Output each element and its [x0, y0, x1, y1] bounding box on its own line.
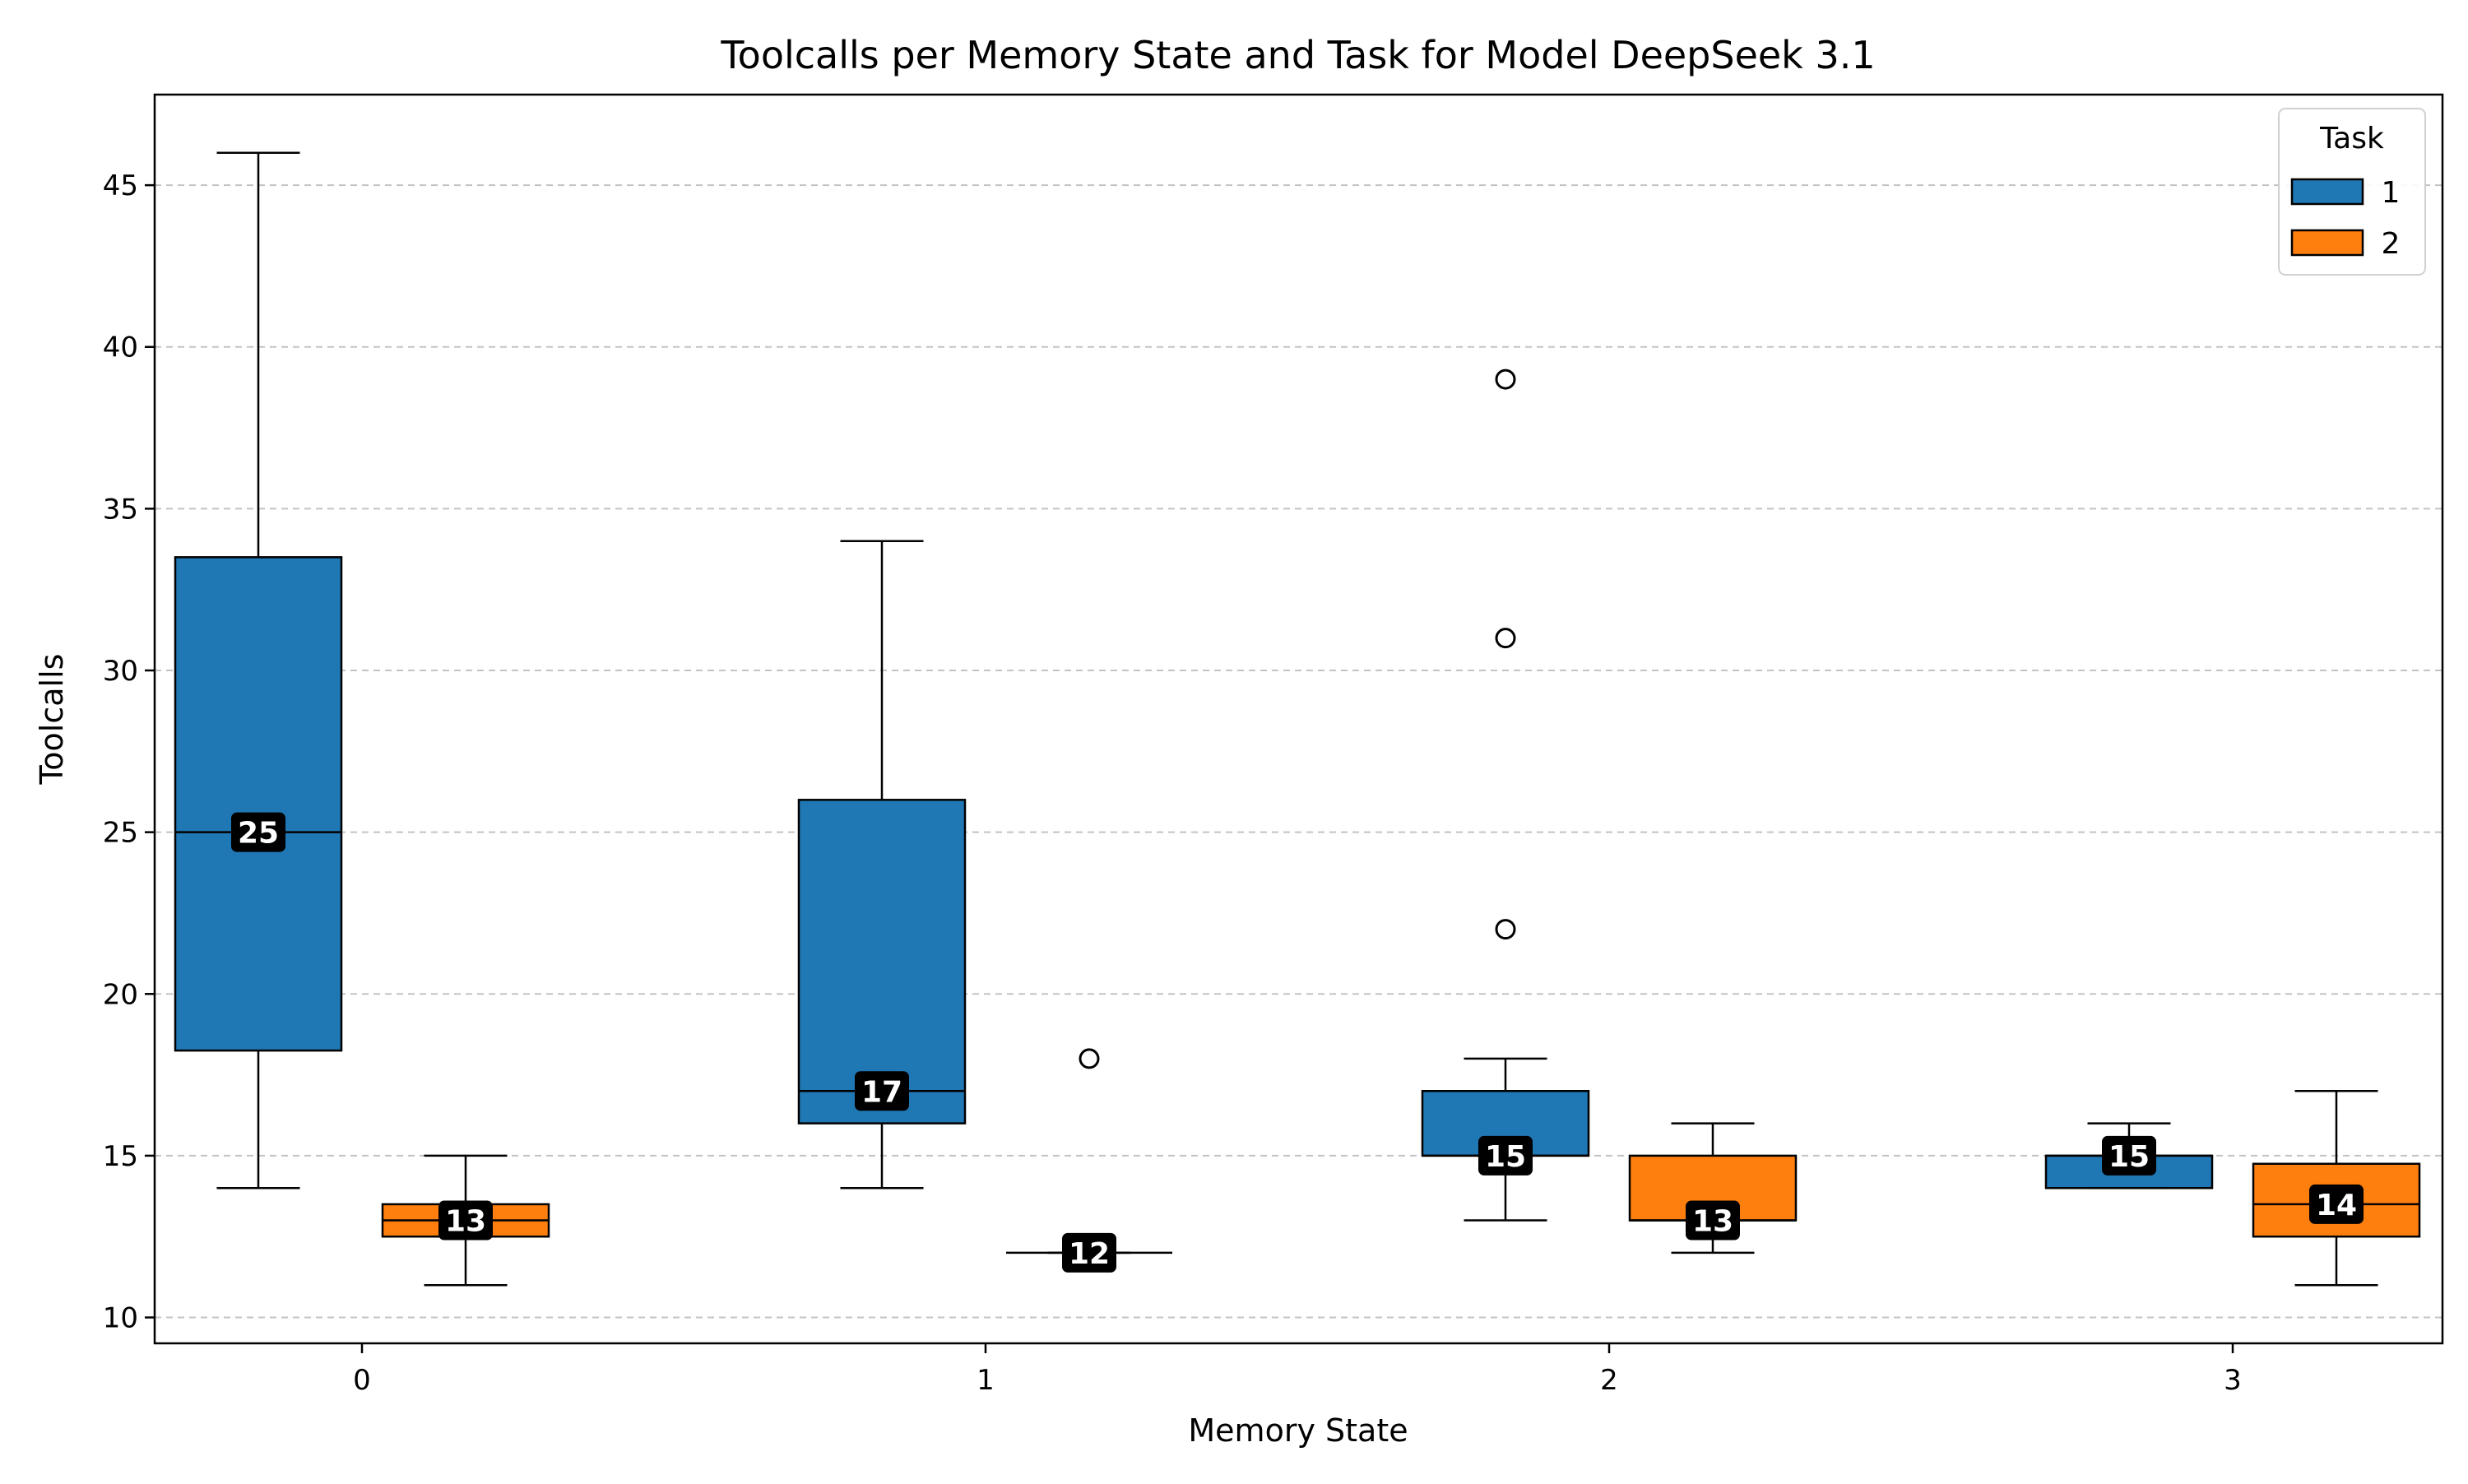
legend-title: Task [2319, 122, 2384, 155]
y-axis-label: Toolcalls [34, 654, 70, 786]
outlier-task-1-state-2-2 [1495, 369, 1516, 390]
median-label-task-2-state-1: 12 [1069, 1237, 1110, 1271]
median-label-bg-task-2-state-1 [1062, 1232, 1116, 1273]
x-tick-label-1: 1 [977, 1364, 995, 1397]
median-label-bg-task-2-state-0 [438, 1200, 493, 1241]
median-label-bg-task-1-state-0 [231, 812, 285, 852]
chart-title: Toolcalls per Memory State and Task for … [720, 33, 1875, 77]
median-label-bg-task-2-state-2 [1686, 1200, 1740, 1241]
y-tick-label-20: 20 [103, 978, 138, 1011]
median-label-task-1-state-0: 25 [238, 817, 279, 851]
outlier-task-1-state-2-1 [1495, 628, 1516, 649]
y-tick-label-40: 40 [103, 332, 138, 364]
y-tick-label-15: 15 [103, 1140, 138, 1173]
outlier-task-2-state-1-0 [1079, 1048, 1100, 1069]
grid-layer [155, 184, 2442, 1319]
x-tick-label-2: 2 [1600, 1364, 1618, 1397]
legend-label-task-2: 2 [2382, 227, 2401, 261]
median-label-bg-task-1-state-3 [2102, 1135, 2156, 1176]
box-task-1-state-0 [174, 556, 343, 1052]
y-tick-label-25: 25 [103, 817, 138, 850]
median-label-task-1-state-2: 15 [1485, 1140, 1526, 1174]
median-label-bg-task-1-state-2 [1478, 1135, 1533, 1176]
median-label-bg-task-2-state-3 [2309, 1184, 2364, 1224]
median-label-task-1-state-3: 15 [2108, 1140, 2150, 1174]
median-label-task-1-state-1: 17 [861, 1075, 902, 1109]
y-tick-label-35: 35 [103, 493, 138, 526]
legend-swatch-task-1 [2290, 178, 2364, 206]
y-tick-label-10: 10 [103, 1302, 138, 1335]
x-tick-label-3: 3 [2224, 1364, 2242, 1397]
x-tick-label-0: 0 [353, 1364, 371, 1397]
legend-label-task-1: 1 [2382, 176, 2401, 210]
outlier-task-1-state-2-0 [1495, 919, 1516, 940]
legend-swatch-task-2 [2290, 229, 2364, 257]
legend: Task 1 2 [2278, 108, 2426, 276]
median-label-bg-task-1-state-1 [855, 1071, 909, 1111]
y-tick-label-30: 30 [103, 655, 138, 688]
y-tick-label-45: 45 [103, 169, 138, 202]
plot-frame [153, 93, 2444, 1345]
median-label-task-2-state-2: 13 [1692, 1205, 1733, 1239]
median-label-task-2-state-3: 14 [2316, 1189, 2357, 1222]
box-task-1-state-1 [797, 799, 967, 1125]
median-label-task-2-state-0: 13 [445, 1205, 486, 1239]
x-axis-label: Memory State [1188, 1412, 1408, 1449]
